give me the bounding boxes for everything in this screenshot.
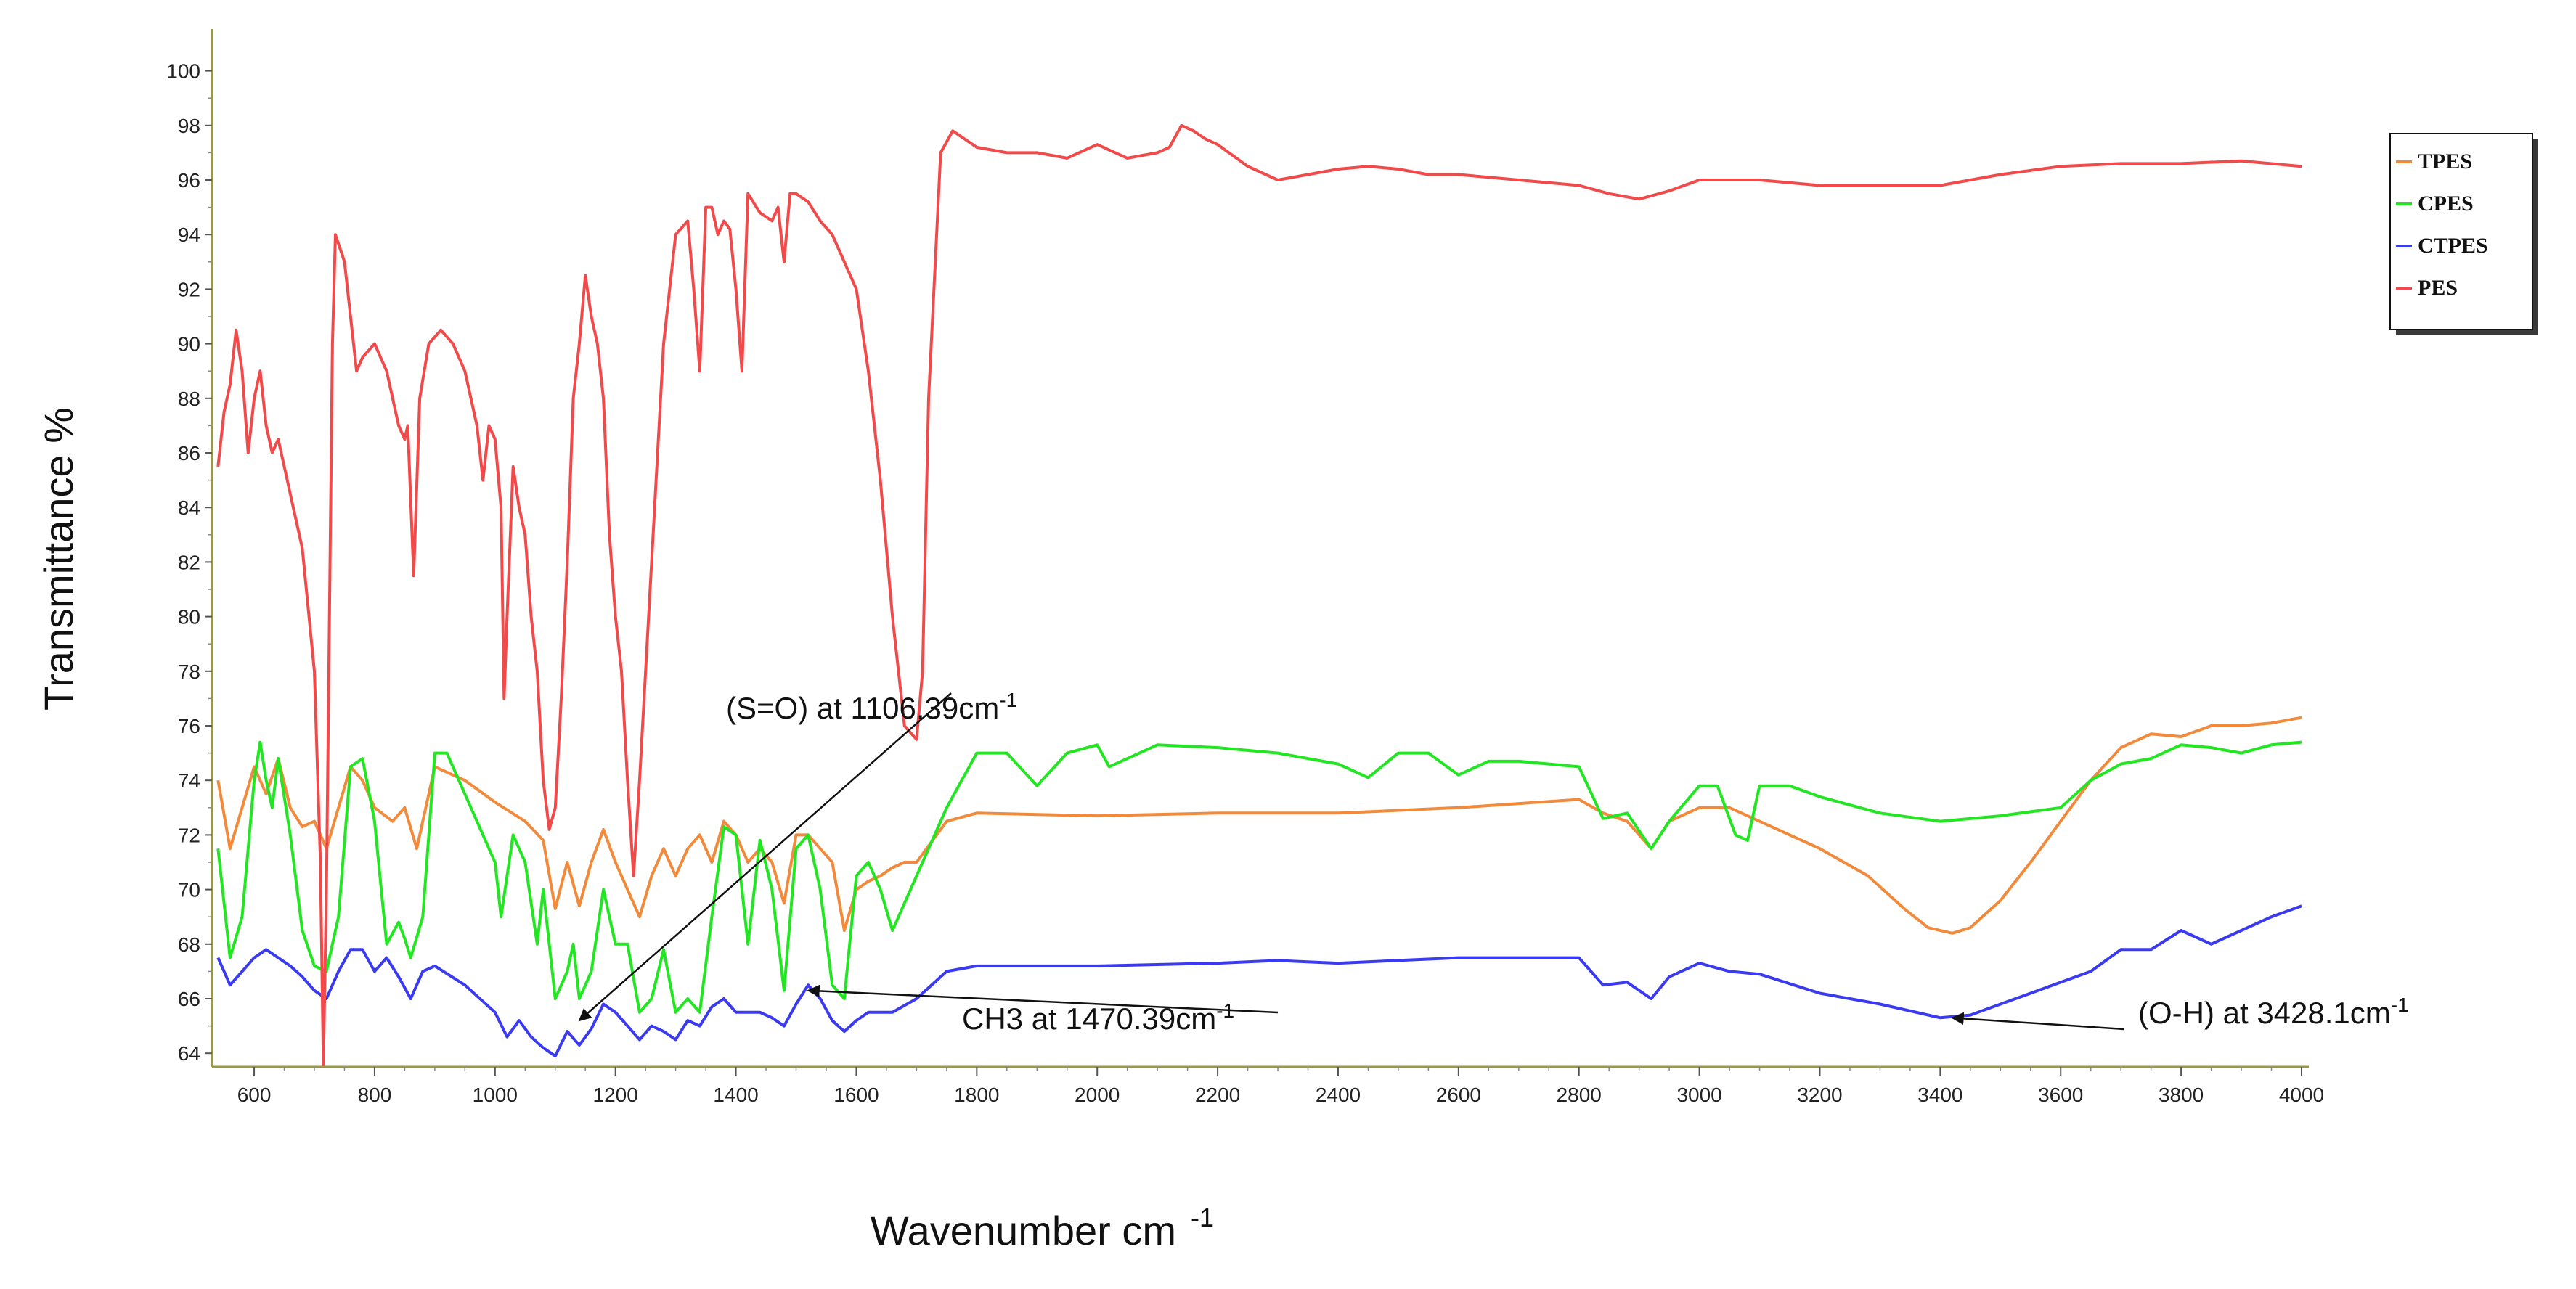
x-tick-label: 2600	[1436, 1084, 1481, 1106]
x-tick-label: 3600	[2038, 1084, 2083, 1106]
legend-label-tpes: TPES	[2418, 150, 2472, 173]
x-axis-title-superscript: -1	[1191, 1203, 1214, 1232]
annotation-label: (S=O) at 1106.39cm-1	[726, 689, 1017, 725]
legend: TPES CPES CTPES PES	[2389, 133, 2538, 335]
y-tick-label: 70	[178, 879, 200, 901]
y-tick-label: 68	[178, 933, 200, 956]
y-tick-label: 66	[178, 988, 200, 1010]
y-tick-label: 80	[178, 606, 200, 629]
series-line-cpes	[216, 740, 2302, 1014]
series-line-pes	[216, 123, 2302, 1068]
y-tick-label: 64	[178, 1042, 200, 1065]
x-tick-label: 3400	[1917, 1084, 1962, 1106]
x-tick-label: 3000	[1676, 1084, 1721, 1106]
legend-label-ctpes: CTPES	[2418, 234, 2488, 258]
annotation-arrow	[807, 984, 1279, 1014]
annotation-label: CH3 at 1470.39cm-1	[962, 999, 1234, 1036]
y-tick-label: 82	[178, 551, 200, 573]
y-tick-label: 84	[178, 496, 200, 519]
y-tick-label: 74	[178, 769, 200, 792]
x-tick-label: 2400	[1316, 1084, 1361, 1106]
x-tick-label: 800	[358, 1084, 392, 1106]
y-axis-title: Transmittance %	[36, 407, 81, 711]
legend-label-pes: PES	[2418, 276, 2458, 300]
x-tick-label: 1000	[473, 1084, 518, 1106]
y-tick-label: 96	[178, 169, 200, 192]
y-tick-label: 78	[178, 660, 200, 683]
annotation-label: (O-H) at 3428.1cm-1	[2138, 994, 2409, 1030]
x-tick-label: 1800	[954, 1084, 999, 1106]
y-tick-label: 86	[178, 442, 200, 465]
x-tick-label: 2200	[1195, 1084, 1240, 1106]
x-tick-label: 1600	[833, 1084, 879, 1106]
x-tick-label: 2000	[1075, 1084, 1120, 1106]
x-tick-label: 600	[237, 1084, 272, 1106]
y-tick-label: 98	[178, 115, 200, 137]
annotation-arrow	[1951, 1012, 2124, 1031]
y-tick-label: 100	[166, 60, 200, 83]
y-tick-label: 90	[178, 333, 200, 356]
annotation-arrow	[578, 692, 952, 1022]
x-tick-label: 1400	[713, 1084, 758, 1106]
y-tick-label: 76	[178, 715, 200, 737]
series-line-tpes	[216, 716, 2302, 935]
x-axis-title: Wavenumber cm	[871, 1208, 1176, 1253]
series-line-ctpes	[216, 904, 2302, 1057]
x-tick-label: 3200	[1797, 1084, 1842, 1106]
y-tick-label: 72	[178, 824, 200, 846]
x-tick-label: 1200	[593, 1084, 638, 1106]
x-tick-label: 3800	[2159, 1084, 2204, 1106]
y-tick-label: 92	[178, 278, 200, 300]
x-tick-label: 4000	[2279, 1084, 2324, 1106]
legend-label-cpes: CPES	[2418, 192, 2474, 216]
x-tick-label: 2800	[1557, 1084, 1602, 1106]
y-tick-label: 94	[178, 224, 200, 246]
y-tick-label: 88	[178, 388, 200, 410]
